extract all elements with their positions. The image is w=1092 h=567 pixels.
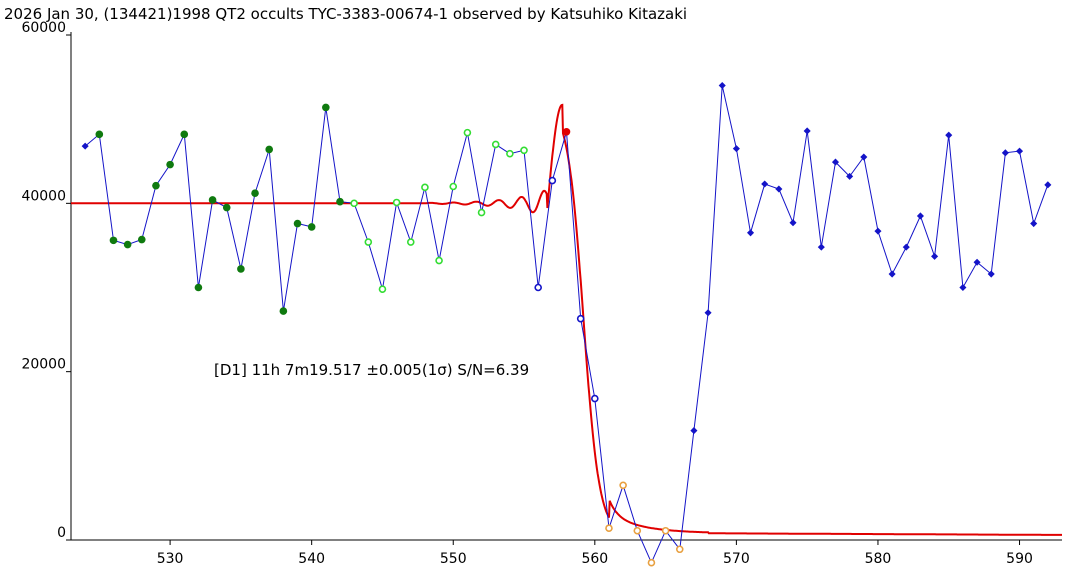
data-point (1015, 147, 1024, 155)
data-point (931, 252, 939, 260)
data-point-baseline (152, 181, 160, 190)
data-point-bottom (661, 526, 670, 535)
data-point (747, 229, 755, 237)
data-point-baseline (293, 219, 302, 228)
data-point (817, 243, 825, 251)
model-fit-line (71, 103, 1062, 536)
data-point-baseline-open (491, 140, 500, 149)
y-tick-label: 0 (57, 525, 66, 541)
data-point (888, 270, 896, 278)
data-point-baseline-open (506, 149, 514, 158)
data-points (81, 81, 1052, 567)
data-point (860, 153, 868, 161)
data-point-baseline (251, 189, 259, 198)
data-point-baseline-open (435, 256, 443, 265)
data-point-transition (548, 176, 557, 185)
x-tick-label: 570 (723, 551, 750, 567)
data-point-baseline (180, 130, 189, 139)
data-point-baseline (166, 160, 174, 169)
data-point-baseline (208, 196, 217, 204)
observation-polyline (84, 85, 1049, 564)
data-point-d1 (562, 127, 571, 136)
data-point-baseline (123, 240, 132, 249)
data-point (846, 172, 854, 180)
data-point-baseline-open (406, 238, 415, 246)
data-point (874, 227, 882, 235)
y-tick-label: 40000 (21, 188, 66, 204)
data-point-baseline-open (392, 198, 401, 207)
data-point-baseline-open (449, 182, 458, 191)
data-point (916, 212, 924, 220)
data-point (789, 219, 797, 227)
model-curve (71, 103, 1062, 536)
x-tick-label: 530 (157, 551, 184, 567)
y-tick-label: 60000 (21, 20, 66, 36)
data-point (987, 270, 995, 278)
chart-title: 2026 Jan 30, (134421)1998 QT2 occults TY… (4, 5, 688, 23)
data-point-baseline-open (477, 208, 486, 217)
data-point-baseline (222, 203, 231, 212)
data-point (1030, 219, 1038, 228)
x-tick-label: 590 (1006, 551, 1033, 567)
data-point (732, 145, 740, 153)
data-point-baseline (237, 265, 245, 273)
data-point-baseline (336, 197, 344, 206)
data-point (902, 243, 910, 251)
data-point-bottom (633, 526, 642, 535)
data-point-baseline-open (350, 199, 358, 208)
data-point-baseline (109, 236, 118, 245)
data-point-baseline (265, 145, 274, 154)
data-point-transition (591, 394, 599, 403)
observation-line (84, 85, 1049, 564)
data-point (761, 180, 769, 188)
data-point (973, 258, 981, 266)
data-point (803, 127, 811, 135)
data-point (704, 309, 712, 317)
data-point (945, 131, 953, 139)
data-point-baseline-open (378, 285, 387, 293)
data-point-baseline (137, 235, 146, 244)
data-point (1044, 181, 1052, 189)
x-tick-label: 560 (581, 551, 608, 567)
d1-annotation: [D1] 11h 7m19.517 ±0.005(1σ) S/N=6.39 (214, 361, 530, 379)
y-tick-label: 20000 (21, 357, 66, 373)
x-tick-label: 580 (865, 551, 892, 567)
axes: 530 540 550 560 570 580 590 0 20000 40000 60000 (21, 20, 1062, 567)
x-tick-label: 550 (440, 551, 467, 567)
data-point (831, 158, 840, 166)
data-point-baseline (322, 103, 330, 112)
data-point (1001, 149, 1009, 157)
data-point-transition (576, 314, 585, 323)
data-point-bottom (619, 481, 627, 490)
data-point-baseline (194, 283, 203, 292)
data-point-baseline-open (364, 238, 373, 246)
data-point (81, 142, 89, 150)
data-point-transition (534, 283, 542, 292)
data-point-bottom (675, 545, 684, 554)
data-point-baseline-open (463, 128, 472, 137)
data-point (959, 283, 967, 292)
data-point-bottom (647, 558, 656, 567)
x-tick-label: 540 (298, 551, 325, 567)
data-point-baseline (307, 223, 316, 231)
data-point-baseline (95, 130, 104, 139)
data-point-baseline (279, 307, 288, 315)
data-point-baseline-open (421, 183, 429, 192)
data-point-bottom (605, 524, 613, 533)
data-point-baseline-open (520, 146, 528, 155)
data-point (775, 185, 783, 193)
data-point (690, 427, 698, 435)
data-point (718, 81, 726, 90)
